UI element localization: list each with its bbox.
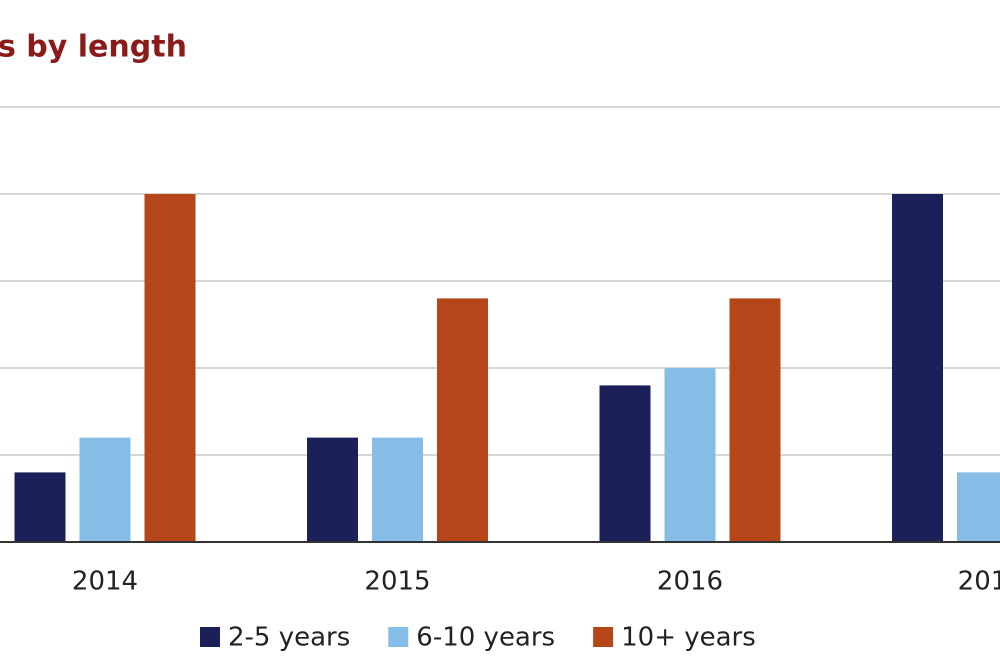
x-tick-label: 201 (958, 567, 1000, 597)
bar (599, 385, 651, 542)
bar (144, 194, 196, 542)
bar (79, 437, 131, 542)
bar (664, 368, 716, 542)
bar (729, 298, 781, 542)
bar (437, 298, 488, 542)
bar (372, 437, 423, 542)
legend-swatch (388, 627, 409, 647)
chart-title: s by length (0, 30, 187, 65)
x-tick-label: 2016 (657, 567, 723, 597)
bar (892, 194, 943, 542)
legend-label: 6-10 years (416, 623, 555, 653)
legend-swatch (200, 627, 220, 647)
bar (307, 437, 358, 542)
legend-swatch (593, 627, 614, 647)
bar (957, 472, 1000, 542)
legend-label: 2-5 years (228, 623, 350, 653)
x-tick-label: 2014 (72, 567, 138, 597)
legend-label: 10+ years (621, 623, 756, 653)
x-tick-label: 2015 (364, 567, 430, 597)
bar (14, 472, 66, 542)
